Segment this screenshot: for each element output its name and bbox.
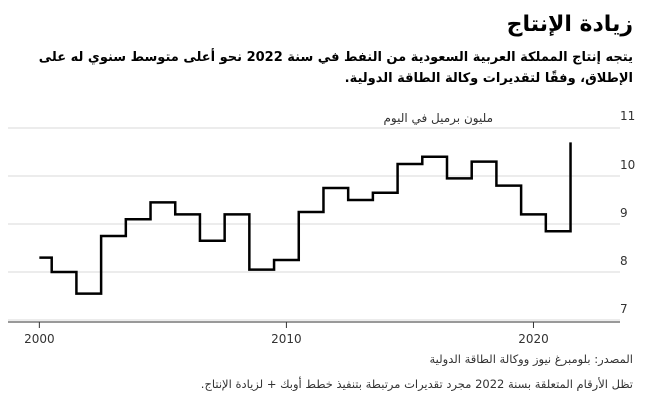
chart-area: 7 8 9 10 11 2000 2010 2020 مليون برميل في اليوم [8,109,635,346]
x-tick-label: 2020 [518,332,549,346]
y-tick-label: 9 [620,206,628,220]
source-note: المصدر: بلومبرغ نيوز ووكالة الطاقة الدول… [429,352,634,366]
axis-ticks: 7 8 9 10 11 2000 2010 2020 [24,109,635,346]
x-tick-label: 2010 [271,332,302,346]
y-tick-label: 11 [620,109,635,123]
y-axis-label: مليون برميل في اليوم [383,111,493,126]
y-tick-label: 7 [620,302,628,316]
footnote: تظل الأرقام المتعلقة بسنة 2022 مجرد تقدي… [200,377,633,391]
series-line [39,142,572,295]
gridlines [8,127,620,323]
x-tick-label: 2000 [24,332,55,346]
chart-title: زيادة الإنتاج [506,12,633,37]
chart-subtitle: يتجه إنتاج المملكة العربية السعودية من ا… [38,50,633,86]
y-tick-label: 8 [620,254,628,268]
y-tick-label: 10 [620,158,635,172]
